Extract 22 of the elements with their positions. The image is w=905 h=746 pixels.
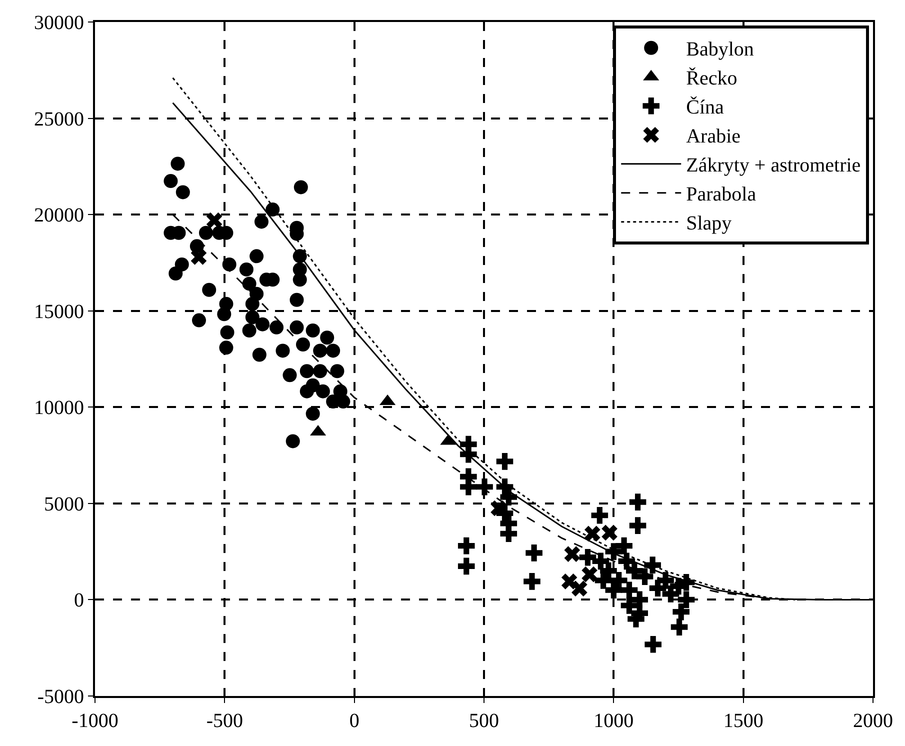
x-tick-label: 1000 — [594, 710, 634, 732]
legend-label: Řecko — [686, 66, 738, 90]
y-tick-label: -5000 — [37, 686, 84, 708]
legend-label: Čína — [686, 96, 724, 119]
x-tick-label: -1000 — [72, 710, 118, 732]
y-tick-label: 5000 — [44, 493, 84, 516]
x-tick-label: 500 — [469, 710, 499, 732]
y-tick-label: 25000 — [34, 108, 84, 130]
y-tick-label: 20000 — [34, 204, 84, 227]
y-tick-label: 15000 — [34, 300, 84, 323]
legend-label: Parabola — [686, 184, 756, 206]
legend-label: Arabie — [686, 126, 741, 148]
x-tick-label: 2000 — [853, 710, 893, 732]
x-tick-label: -500 — [206, 710, 244, 732]
y-tick-label: 0 — [74, 590, 84, 612]
y-tick-label: 30000 — [34, 12, 84, 34]
legend-label: Slapy — [686, 212, 732, 235]
x-tick-label: 1500 — [723, 710, 764, 732]
y-tick-label: 10000 — [34, 397, 84, 420]
legend-label: Zákryty + astrometrie — [686, 154, 861, 177]
legend-label: Babylon — [686, 38, 754, 61]
x-tick-label: 0 — [349, 710, 360, 732]
